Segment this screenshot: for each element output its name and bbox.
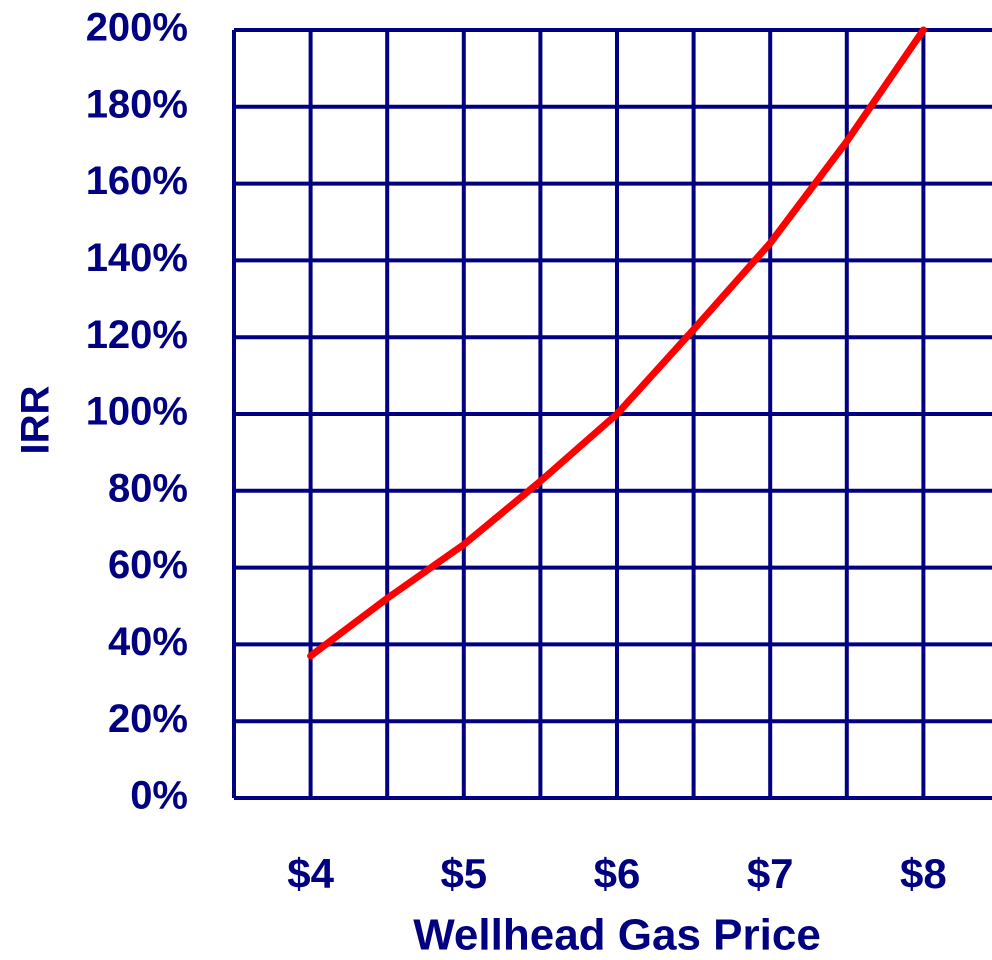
line-series bbox=[307, 26, 927, 660]
y-tick-label: 60% bbox=[108, 543, 188, 587]
y-tick-label: 180% bbox=[86, 82, 188, 126]
x-tick-label: $5 bbox=[440, 850, 487, 897]
y-tick-label: 0% bbox=[130, 774, 188, 818]
x-tick-label: $8 bbox=[900, 850, 947, 897]
y-axis-label: IRR bbox=[14, 385, 58, 454]
x-axis-label: Wellhead Gas Price bbox=[413, 911, 821, 960]
x-tick-label: $7 bbox=[747, 850, 794, 897]
y-tick-label: 160% bbox=[86, 159, 188, 203]
y-tick-label: 120% bbox=[86, 313, 188, 357]
y-tick-label: 40% bbox=[108, 620, 188, 664]
y-tick-label: 20% bbox=[108, 697, 188, 741]
y-tick-label: 140% bbox=[86, 236, 188, 280]
y-tick-label: 80% bbox=[108, 466, 188, 510]
x-tick-label: $4 bbox=[287, 850, 334, 897]
x-tick-label: $6 bbox=[594, 850, 641, 897]
y-tick-label: 100% bbox=[86, 390, 188, 434]
y-tick-label: 200% bbox=[86, 6, 188, 50]
